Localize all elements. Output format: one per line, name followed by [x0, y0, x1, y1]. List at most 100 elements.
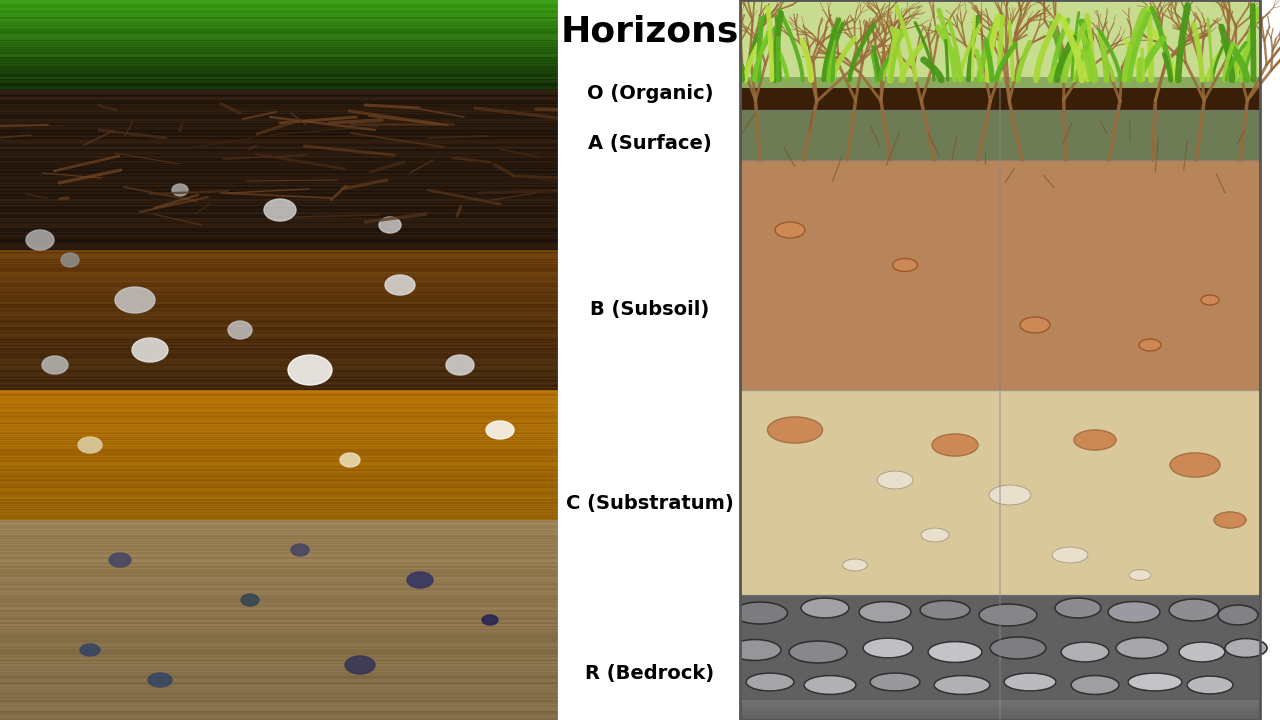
Bar: [0, 616, 561, 617]
Bar: [0, 519, 561, 520]
Bar: [0, 373, 561, 374]
Bar: [0, 698, 561, 699]
Bar: [0, 470, 561, 471]
Bar: [0, 711, 561, 712]
Bar: [0, 294, 561, 295]
Bar: [0, 192, 561, 193]
Bar: [0, 501, 561, 502]
Ellipse shape: [132, 338, 168, 362]
Bar: [0, 467, 561, 468]
Ellipse shape: [920, 600, 970, 619]
Bar: [0, 131, 561, 132]
Bar: [0, 632, 561, 633]
Bar: [0, 496, 561, 497]
Bar: [0, 469, 561, 470]
Bar: [0, 244, 561, 245]
Bar: [0, 269, 561, 270]
Bar: [0, 648, 561, 649]
Bar: [0, 713, 561, 714]
Bar: [0, 644, 561, 645]
Bar: [0, 523, 561, 524]
Bar: [0, 649, 561, 650]
Bar: [0, 585, 561, 586]
Bar: [0, 313, 561, 314]
Bar: [0, 165, 561, 166]
Bar: [0, 156, 561, 157]
Bar: [0, 194, 561, 195]
Bar: [0, 387, 561, 388]
Bar: [0, 531, 561, 532]
Bar: [0, 700, 561, 701]
Bar: [0, 660, 561, 661]
Bar: [0, 58, 561, 59]
Bar: [0, 309, 561, 310]
Bar: [0, 171, 561, 172]
Bar: [0, 525, 561, 526]
Ellipse shape: [1128, 673, 1181, 691]
Ellipse shape: [78, 437, 102, 453]
Bar: [0, 148, 561, 149]
Bar: [0, 622, 561, 623]
Bar: [0, 360, 561, 361]
Bar: [0, 466, 561, 467]
Bar: [0, 460, 561, 461]
Ellipse shape: [109, 553, 131, 567]
Ellipse shape: [26, 230, 54, 250]
Bar: [0, 359, 561, 360]
Bar: [0, 633, 561, 634]
Bar: [0, 90, 561, 91]
Bar: [0, 555, 561, 556]
Bar: [0, 201, 561, 202]
Bar: [0, 462, 561, 463]
Bar: [0, 601, 561, 602]
Bar: [0, 327, 561, 328]
Bar: [0, 274, 561, 275]
Bar: [0, 402, 561, 403]
Bar: [0, 47, 561, 48]
Bar: [0, 117, 561, 118]
Bar: [0, 699, 561, 700]
Bar: [0, 249, 561, 250]
Bar: [0, 20, 561, 21]
Bar: [0, 670, 561, 671]
Bar: [0, 42, 561, 43]
Bar: [0, 127, 561, 128]
Bar: [0, 248, 561, 249]
Bar: [0, 133, 561, 134]
Bar: [0, 547, 561, 548]
Bar: [0, 715, 561, 716]
Bar: [0, 524, 561, 525]
Bar: [0, 247, 561, 248]
Bar: [0, 272, 561, 273]
Bar: [0, 560, 561, 561]
Bar: [0, 411, 561, 412]
Bar: [0, 405, 561, 406]
Bar: [0, 575, 561, 576]
Ellipse shape: [79, 644, 100, 656]
Bar: [0, 124, 561, 125]
Bar: [0, 353, 561, 354]
Bar: [0, 541, 561, 542]
Ellipse shape: [1055, 598, 1101, 618]
Bar: [0, 329, 561, 330]
Bar: [0, 255, 561, 256]
Bar: [0, 67, 561, 68]
Bar: [0, 438, 561, 439]
Bar: [0, 436, 561, 437]
Bar: [0, 315, 561, 316]
Bar: [0, 527, 561, 528]
Bar: [0, 712, 561, 713]
Bar: [0, 563, 561, 564]
Bar: [0, 98, 561, 99]
Bar: [0, 497, 561, 498]
Bar: [0, 215, 561, 216]
Bar: [0, 403, 561, 404]
Bar: [0, 441, 561, 442]
Bar: [0, 434, 561, 435]
Bar: [0, 532, 561, 533]
Bar: [0, 679, 561, 680]
Bar: [0, 398, 561, 399]
Bar: [0, 239, 561, 240]
Bar: [0, 100, 561, 101]
Bar: [0, 99, 561, 100]
